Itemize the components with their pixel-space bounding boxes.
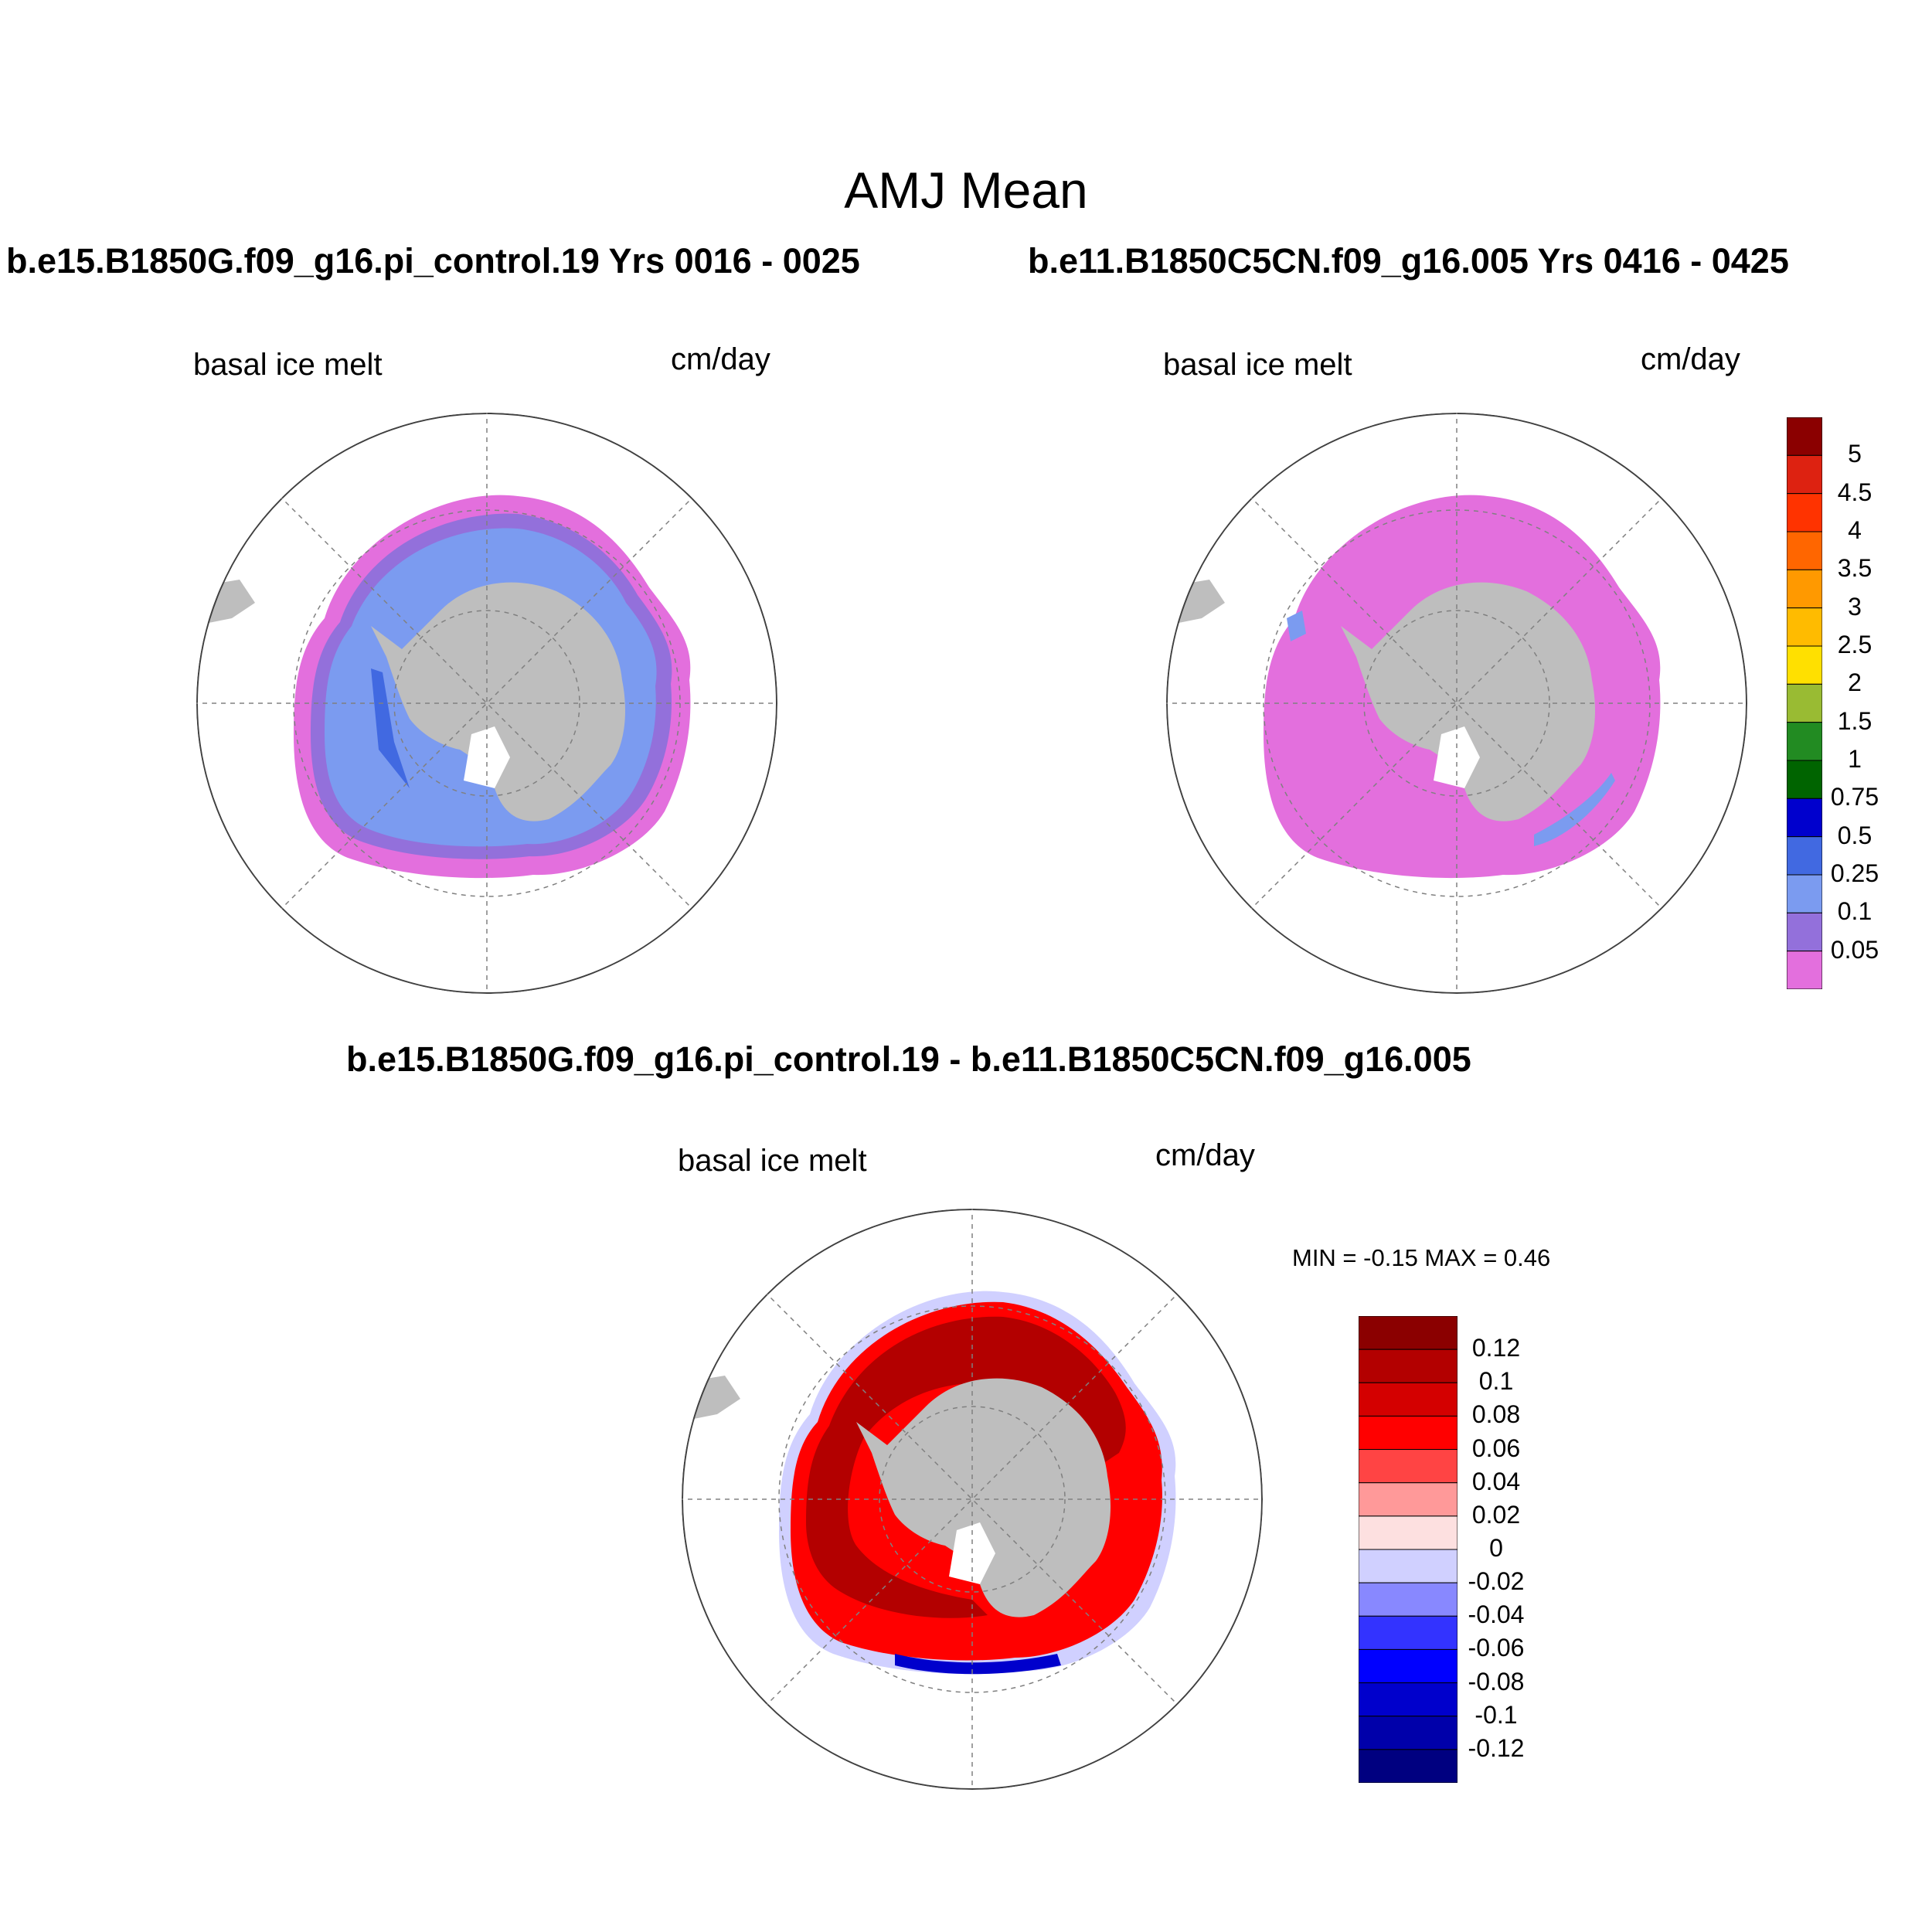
colorbar-tick-label: 0.06 <box>1471 1434 1521 1462</box>
map-panel-2 <box>1166 413 1747 994</box>
colorbar-swatch <box>1359 1716 1458 1750</box>
colorbar-tick-label: 0.12 <box>1471 1334 1521 1362</box>
panel3-case-title: b.e15.B1850G.f09_g16.pi_control.19 - b.e… <box>346 1039 1471 1079</box>
colorbar-tick-label: -0.06 <box>1468 1634 1525 1662</box>
colorbar-swatch <box>1359 1316 1458 1350</box>
map-panel-1 <box>196 413 777 994</box>
melt-field-east <box>1287 611 1306 641</box>
panel2-case-title: b.e11.B1850C5CN.f09_g16.005 Yrs 0416 - 0… <box>1028 241 1789 281</box>
panel2-units-label: cm/day <box>1641 342 1740 376</box>
colorbar-swatch <box>1787 683 1822 723</box>
colorbar-swatch <box>1787 569 1822 609</box>
panel3-units-label: cm/day <box>1155 1138 1255 1172</box>
colorbar-swatch <box>1787 874 1822 913</box>
colorbar-tick-label: 0.08 <box>1471 1400 1521 1429</box>
colorbar-swatch <box>1359 1549 1458 1583</box>
colorbar-tick-label: 0.25 <box>1830 859 1879 887</box>
colorbar-swatch <box>1359 1648 1458 1684</box>
colorbar-swatch <box>1787 760 1822 799</box>
colorbar-tick-label: -0.08 <box>1468 1667 1525 1696</box>
colorbar-swatch <box>1359 1515 1458 1550</box>
colorbar-tick-label: -0.02 <box>1468 1567 1525 1596</box>
colorbar-swatch <box>1359 1749 1458 1783</box>
colorbar-top <box>1787 417 1822 989</box>
land-antarctica <box>856 1378 1111 1617</box>
diff-field-blue <box>895 1654 1061 1675</box>
colorbar-swatch <box>1359 1449 1458 1484</box>
colorbar-swatch <box>1787 607 1822 647</box>
colorbar-swatch <box>1359 1382 1458 1417</box>
colorbar-swatch <box>1787 454 1822 495</box>
colorbar-swatch <box>1787 722 1822 761</box>
colorbar-tick-label: 5 <box>1848 440 1862 468</box>
panel1-field-label: basal ice melt <box>193 348 383 382</box>
colorbar-tick-label: 1 <box>1848 745 1862 773</box>
colorbar-tick-label: 0 <box>1489 1534 1503 1562</box>
panel3-min-max: MIN = -0.15 MAX = 0.46 <box>1292 1244 1551 1271</box>
colorbar-tick-label: 4.5 <box>1837 478 1872 506</box>
colorbar-tick-label: 0.75 <box>1830 783 1879 811</box>
colorbar-swatch <box>1787 493 1822 532</box>
colorbar-swatch <box>1359 1582 1458 1617</box>
colorbar-tick-label: -0.12 <box>1468 1733 1525 1762</box>
panel1-units-label: cm/day <box>671 342 770 376</box>
colorbar-swatch <box>1359 1415 1458 1451</box>
land-south-america <box>196 580 255 626</box>
panel3-field-label: basal ice melt <box>678 1144 867 1178</box>
land-antarctica <box>1341 582 1596 821</box>
colorbar-tick-label: 3.5 <box>1837 554 1872 583</box>
colorbar-diff <box>1359 1316 1458 1783</box>
colorbar-tick-label: 0.5 <box>1837 821 1872 849</box>
colorbar-tick-label: -0.04 <box>1468 1600 1525 1629</box>
melt-field-coastal <box>371 668 410 788</box>
colorbar-swatch <box>1787 645 1822 685</box>
colorbar-swatch <box>1359 1349 1458 1383</box>
panel2-field-label: basal ice melt <box>1163 348 1352 382</box>
colorbar-tick-label: 1.5 <box>1837 706 1872 735</box>
melt-field-mid <box>1534 773 1615 846</box>
colorbar-tick-label: 0.05 <box>1830 935 1879 964</box>
map-panel-diff <box>682 1209 1263 1790</box>
land-antarctica <box>371 582 626 821</box>
colorbar-tick-label: 4 <box>1848 516 1862 544</box>
colorbar-tick-label: 0.1 <box>1837 897 1872 926</box>
colorbar-swatch <box>1787 951 1822 989</box>
land-south-america <box>682 1376 740 1422</box>
colorbar-tick-label: 2.5 <box>1837 631 1872 658</box>
panel1-case-title: b.e15.B1850G.f09_g16.pi_control.19 Yrs 0… <box>6 241 860 281</box>
colorbar-swatch <box>1359 1682 1458 1717</box>
main-title: AMJ Mean <box>844 162 1088 219</box>
land-south-america <box>1166 580 1225 626</box>
colorbar-tick-label: 3 <box>1848 592 1862 621</box>
colorbar-tick-label: 2 <box>1848 668 1862 697</box>
colorbar-tick-label: 0.1 <box>1478 1367 1514 1396</box>
colorbar-swatch <box>1359 1615 1458 1650</box>
colorbar-tick-label: 0.04 <box>1471 1467 1521 1495</box>
colorbar-swatch <box>1359 1482 1458 1517</box>
colorbar-tick-label: 0.02 <box>1471 1500 1521 1529</box>
grid-circle-pole <box>393 610 580 797</box>
colorbar-tick-label: -0.1 <box>1475 1700 1518 1729</box>
